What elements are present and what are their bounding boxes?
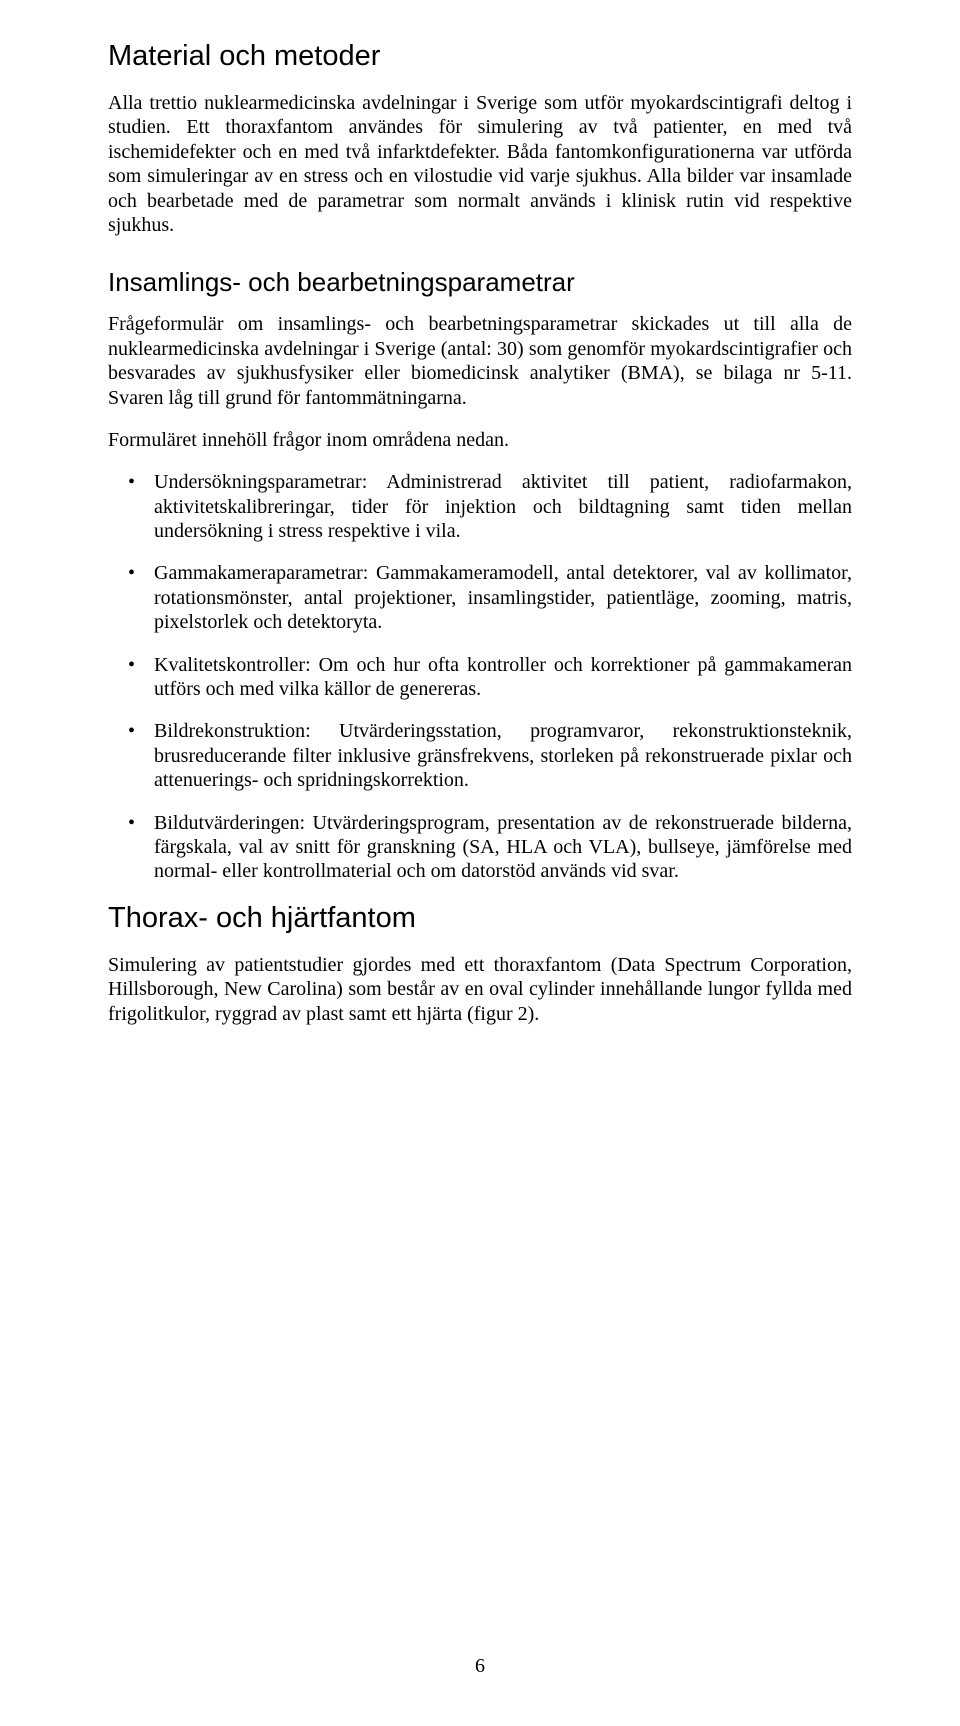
list-item: Bildutvärderingen: Utvärderingsprogram, … (154, 811, 852, 884)
bullet-list: Undersökningsparametrar: Administrerad a… (108, 470, 852, 883)
page-number: 6 (0, 1655, 960, 1678)
document-page: Material och metoder Alla trettio nuklea… (0, 0, 960, 1726)
paragraph: Frågeformulär om insamlings- och bearbet… (108, 312, 852, 410)
list-item: Undersökningsparametrar: Administrerad a… (154, 470, 852, 543)
list-item: Kvalitetskontroller: Om och hur ofta kon… (154, 653, 852, 702)
heading-insamlings-bearbetningsparametrar: Insamlings- och bearbetningsparametrar (108, 267, 852, 298)
list-item: Gammakameraparametrar: Gammakameramodell… (154, 561, 852, 634)
list-item: Bildrekonstruktion: Utvärderingsstation,… (154, 719, 852, 792)
heading-thorax-hjartfantom: Thorax- och hjärtfantom (108, 902, 852, 935)
paragraph: Formuläret innehöll frågor inom områdena… (108, 428, 852, 452)
paragraph: Alla trettio nuklearmedicinska avdelning… (108, 91, 852, 237)
heading-material-och-metoder: Material och metoder (108, 40, 852, 73)
paragraph: Simulering av patientstudier gjordes med… (108, 953, 852, 1026)
